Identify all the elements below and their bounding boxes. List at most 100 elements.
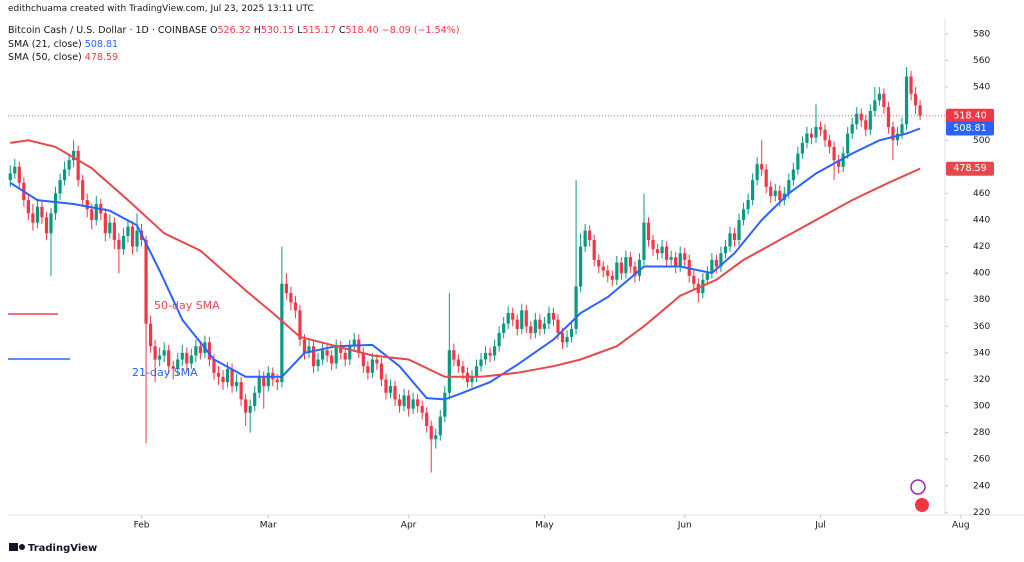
annotation: 50-day SMA [154, 299, 220, 312]
y-tick-label: 460 [973, 189, 990, 199]
candle-body [452, 350, 456, 360]
x-tick-label: Jun [677, 521, 692, 531]
candle-body [529, 326, 533, 333]
price-box [946, 161, 994, 176]
candle-body [352, 339, 356, 347]
candle-body [859, 113, 863, 121]
candle-body [827, 140, 832, 147]
candle-body [416, 399, 420, 407]
candle-body [538, 319, 542, 329]
candle-body [411, 399, 415, 409]
candle-body [230, 368, 234, 387]
symbol-line: Bitcoin Cash / U.S. Dollar · 1D · COINBA… [8, 25, 459, 36]
candle-body [384, 379, 388, 393]
candle-body [49, 213, 53, 234]
candle-body [158, 355, 162, 360]
candle-body [13, 166, 17, 174]
y-tick-label: 440 [973, 215, 990, 225]
candle-body [58, 180, 62, 194]
candle-body [660, 246, 664, 254]
y-tick-label: 220 [973, 508, 990, 518]
candle-body [574, 286, 578, 329]
candle-body [330, 355, 334, 364]
ohlc-value: 515.17 [302, 25, 336, 36]
candle-body [483, 352, 488, 360]
candle-body [108, 222, 112, 234]
candle-body [103, 213, 107, 234]
candle-body [542, 323, 546, 329]
candle-body [637, 259, 642, 276]
candle-body [189, 355, 193, 364]
candle-body [619, 262, 623, 274]
candle-body [818, 126, 823, 130]
candle-body [121, 235, 126, 250]
logo [9, 543, 18, 551]
candle-body [284, 283, 288, 294]
candle-body [909, 76, 913, 94]
candle-body [746, 200, 750, 210]
candle-body [556, 319, 560, 333]
change: −8.09 (−1.54%) [381, 25, 460, 36]
candle-body [17, 166, 21, 183]
candle-body [343, 352, 347, 360]
candle-body [764, 169, 768, 187]
candle-body [307, 346, 311, 353]
candle-body [497, 332, 501, 347]
candle-body [81, 180, 85, 201]
legend-label: SMA (21, close) [8, 39, 82, 50]
candle-body [547, 313, 551, 324]
candle-body [253, 392, 257, 407]
candle-body [298, 310, 302, 340]
footer-brand: TradingView [28, 543, 97, 554]
candle-body [515, 319, 519, 329]
price-box-label: 478.59 [953, 163, 986, 174]
candle-body [520, 310, 524, 329]
symbol: Bitcoin Cash / U.S. Dollar · 1D · COINBA… [8, 25, 207, 36]
candle-body [850, 124, 854, 134]
candle-body [791, 169, 795, 181]
candle-body [62, 169, 67, 181]
candle-body [474, 366, 479, 377]
event-icon[interactable] [915, 498, 929, 512]
candle-body [244, 399, 248, 413]
x-tick-label: May [535, 521, 554, 531]
candle-body [601, 266, 605, 271]
candle-body [737, 219, 741, 240]
candle-body [769, 186, 773, 197]
candle-body [904, 76, 909, 125]
candle-body [692, 275, 696, 284]
candle-body [289, 293, 293, 303]
candle-body [560, 332, 565, 343]
candle-body [628, 257, 633, 267]
candle-body [8, 173, 12, 181]
legend-value: 478.59 [84, 52, 119, 63]
candle-body [778, 190, 782, 201]
ohlc-value: 526.32 [217, 25, 251, 36]
candle-body [275, 379, 279, 383]
candle-body [719, 253, 723, 267]
candle-body [755, 164, 759, 181]
candle-body [524, 310, 528, 327]
candle-body [402, 395, 406, 407]
y-tick-label: 240 [973, 481, 990, 491]
candle-body [311, 346, 316, 367]
price-box-label: 518.40 [953, 110, 986, 121]
candle-body [316, 359, 320, 367]
candle-body [293, 302, 298, 311]
candle-body [569, 328, 574, 337]
candle-body [126, 226, 130, 236]
candle-body [583, 230, 587, 247]
candle-body [646, 222, 651, 240]
candle-body [280, 283, 284, 383]
candle-body [26, 200, 30, 214]
candle-body [176, 359, 180, 369]
candle-body [502, 323, 506, 333]
candle-body [388, 386, 393, 393]
candle-body [320, 350, 325, 360]
event-icon[interactable] [910, 479, 926, 495]
legend-label: SMA (50, close) [8, 52, 82, 63]
candle-body [800, 142, 805, 154]
candle-body [85, 200, 89, 210]
candle-body [112, 222, 116, 240]
